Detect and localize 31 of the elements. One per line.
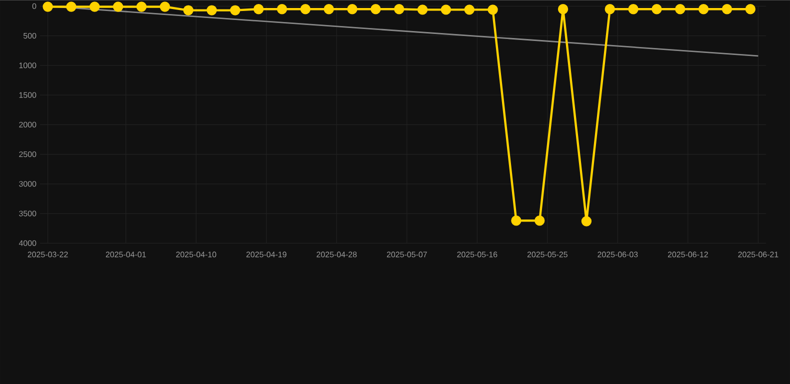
point <box>253 4 264 14</box>
point <box>488 4 498 15</box>
point <box>230 5 240 16</box>
point <box>66 2 76 12</box>
point <box>300 4 311 14</box>
point <box>604 4 615 14</box>
point <box>628 4 638 14</box>
point <box>324 4 334 14</box>
point <box>652 4 662 14</box>
point <box>417 4 428 15</box>
point <box>347 4 358 14</box>
point <box>675 4 686 14</box>
point <box>42 2 53 12</box>
point <box>136 2 147 12</box>
point <box>90 2 100 12</box>
point <box>440 4 452 15</box>
point <box>160 2 170 12</box>
point <box>698 4 709 14</box>
point <box>206 5 217 16</box>
point <box>394 4 404 14</box>
point <box>581 216 592 226</box>
point <box>534 215 545 226</box>
point <box>370 4 381 14</box>
point <box>558 4 568 14</box>
point <box>745 4 756 14</box>
point <box>276 4 288 14</box>
point <box>112 2 124 12</box>
point <box>183 5 194 16</box>
point <box>464 4 474 15</box>
point <box>511 215 522 226</box>
point <box>722 4 732 14</box>
